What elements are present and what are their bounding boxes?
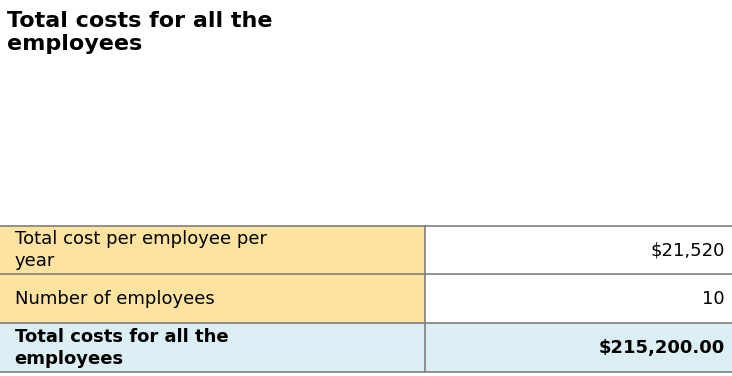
Text: Number of employees: Number of employees [15,290,214,308]
Bar [0,226,425,274]
Bar [425,274,732,323]
Text: $215,200.00: $215,200.00 [599,339,725,357]
Text: Total costs for all the
employees: Total costs for all the employees [7,11,273,55]
Text: $21,520: $21,520 [650,241,725,259]
Text: Total costs for all the
employees: Total costs for all the employees [15,328,228,368]
Text: 10: 10 [702,290,725,308]
Text: Total cost per employee per
year: Total cost per employee per year [15,230,266,270]
Bar [425,323,732,372]
Bar [0,274,425,323]
Bar [425,226,732,274]
Bar [0,323,425,372]
